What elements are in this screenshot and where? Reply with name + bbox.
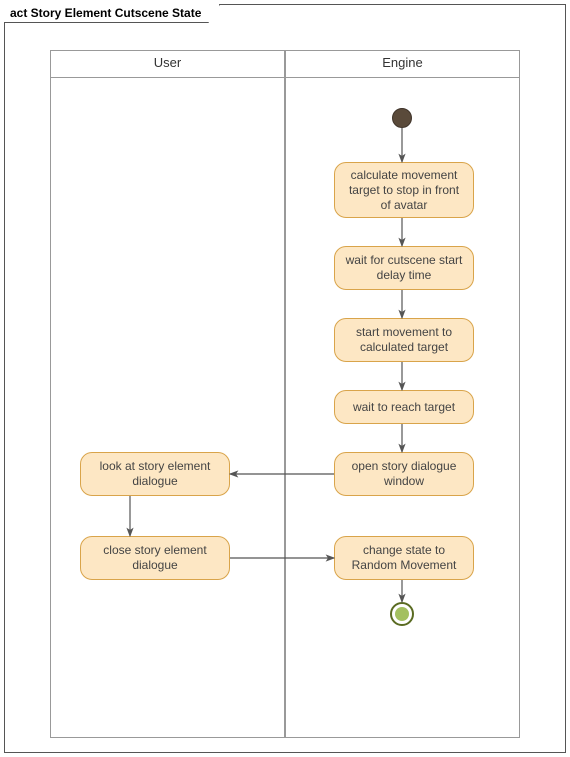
- start-node: [392, 108, 412, 128]
- activity-waitreach: wait to reach target: [334, 390, 474, 424]
- activity-closedialog: close story element dialogue: [80, 536, 230, 580]
- diagram-title: act Story Element Cutscene State: [4, 4, 220, 23]
- swimlane-label: Engine: [382, 55, 422, 70]
- activity-label: start movement to calculated target: [343, 325, 465, 355]
- activity-label: change state to Random Movement: [343, 543, 465, 573]
- end-node-inner: [395, 607, 409, 621]
- activity-lookat: look at story element dialogue: [80, 452, 230, 496]
- swimlane-body-user: [50, 78, 285, 738]
- end-node: [390, 602, 414, 626]
- activity-changestate: change state to Random Movement: [334, 536, 474, 580]
- diagram-title-text: act Story Element Cutscene State: [10, 6, 201, 20]
- activity-startmove: start movement to calculated target: [334, 318, 474, 362]
- activity-label: wait to reach target: [353, 400, 455, 415]
- activity-waitdelay: wait for cutscene start delay time: [334, 246, 474, 290]
- activity-opendialog: open story dialogue window: [334, 452, 474, 496]
- activity-label: close story element dialogue: [89, 543, 221, 573]
- swimlane-header-user: User: [50, 50, 285, 78]
- activity-label: wait for cutscene start delay time: [343, 253, 465, 283]
- activity-label: calculate movement target to stop in fro…: [343, 168, 465, 213]
- swimlane-label: User: [154, 55, 181, 70]
- swimlane-header-engine: Engine: [285, 50, 520, 78]
- activity-label: look at story element dialogue: [89, 459, 221, 489]
- activity-calc: calculate movement target to stop in fro…: [334, 162, 474, 218]
- activity-label: open story dialogue window: [343, 459, 465, 489]
